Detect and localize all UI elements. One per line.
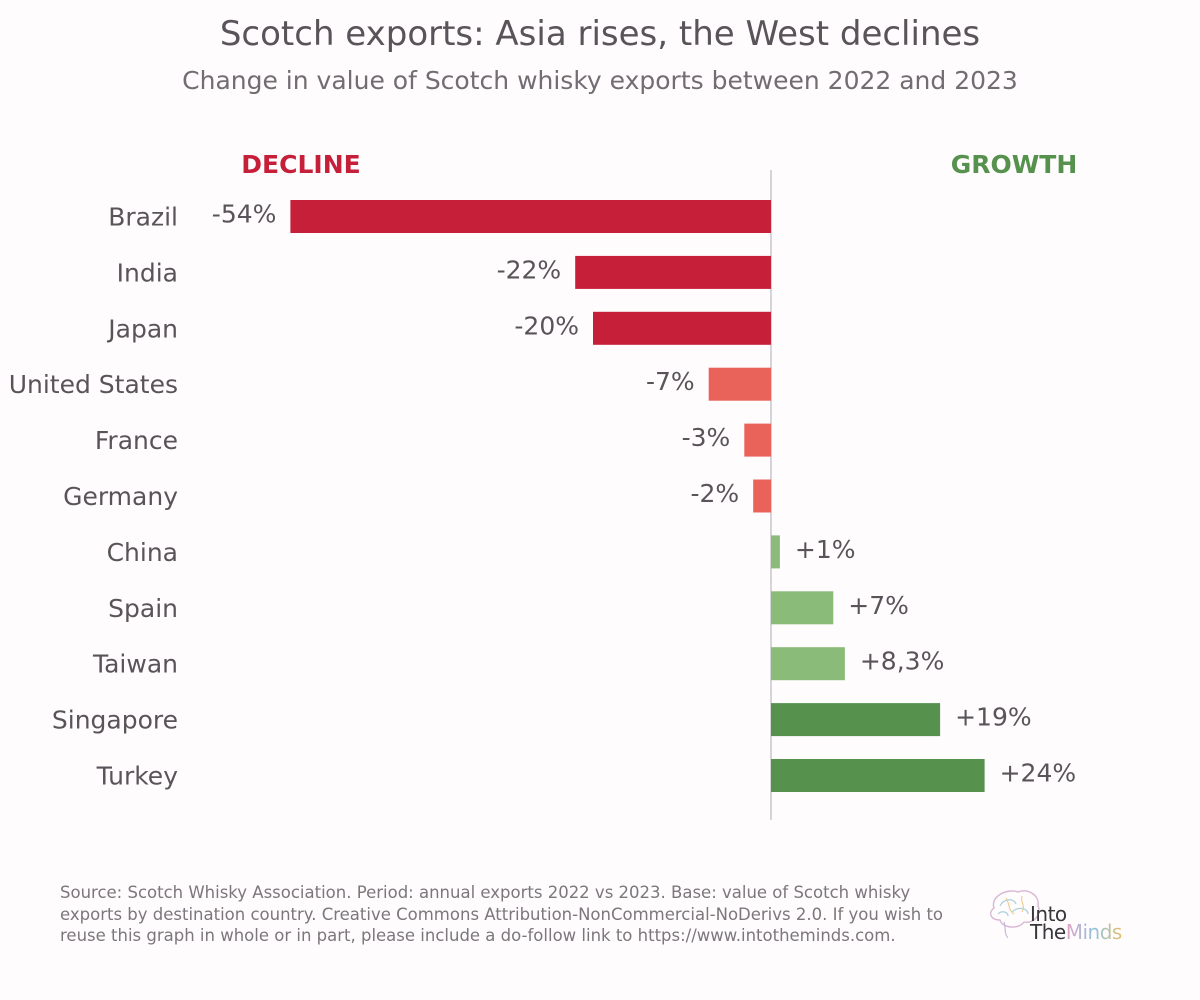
category-label-taiwan: Taiwan [92,650,178,679]
intotheminds-logo: Into TheMinds [982,884,1142,954]
bar-japan [593,311,771,345]
bar-france [744,423,771,457]
value-label-japan: -20% [514,311,579,340]
value-label-spain: +7% [848,591,909,620]
logo-line-1: Into [1030,902,1067,926]
category-label-india: India [117,258,178,287]
value-label-singapore: +19% [955,703,1032,732]
category-label-spain: Spain [108,594,178,623]
bar-germany [753,479,771,513]
source-note: Source: Scotch Whisky Association. Perio… [60,883,944,945]
category-label-turkey: Turkey [96,762,179,791]
bar-singapore [771,703,941,737]
logo-line-2: TheMinds [1030,921,1122,943]
brain-icon [989,890,1040,939]
bar-chart: DECLINE GROWTH Brazil -54% India -22% Japan -20… [9,150,1078,820]
value-label-china: +1% [795,535,856,564]
value-label-france: -3% [682,423,731,452]
bar-taiwan [771,647,845,681]
value-label-turkey: +24% [1000,759,1077,788]
category-label-germany: Germany [63,482,178,511]
value-label-taiwan: +8,3% [860,647,944,676]
logo-word-minds: Minds [1065,920,1123,944]
category-label-singapore: Singapore [52,706,178,735]
bar-united-states [708,367,771,401]
category-label-france: France [95,426,178,455]
bar-brazil [290,200,771,233]
logo-word-the: The [1030,920,1066,944]
category-label-united-states: United States [9,370,178,399]
bar-spain [771,591,834,625]
bar-turkey [771,759,985,792]
growth-header: GROWTH [951,150,1078,179]
bar-india [575,255,771,289]
value-label-india: -22% [497,255,562,284]
category-label-brazil: Brazil [108,203,178,232]
value-label-brazil: -54% [212,200,277,229]
bar-china [771,535,780,569]
value-label-germany: -2% [691,479,740,508]
chart-subtitle: Change in value of Scotch whisky exports… [182,66,1018,95]
category-label-china: China [107,538,178,567]
category-label-japan: Japan [106,314,178,343]
value-label-united-states: -7% [646,367,695,396]
chart-title: Scotch exports: Asia rises, the West dec… [219,14,981,54]
decline-header: DECLINE [241,150,360,179]
